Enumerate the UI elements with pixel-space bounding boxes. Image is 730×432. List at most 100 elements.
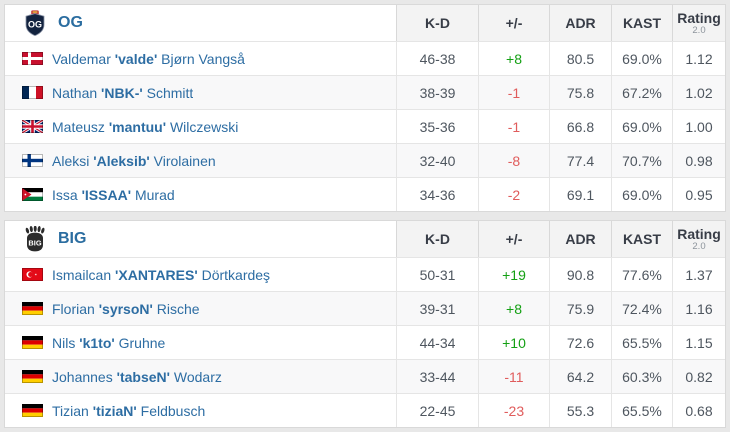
player-adr-value: 80.5 (549, 42, 611, 75)
player-kast-value: 60.3% (611, 360, 672, 393)
big-team-logo-icon: BIG (22, 226, 48, 252)
team-header-cell: BIG BIG (5, 221, 396, 257)
player-nickname: Aleksib (93, 153, 150, 169)
player-first-name: Mateusz (52, 118, 105, 135)
column-header-plusminus: +/- (478, 5, 549, 41)
player-first-name: Nils (52, 334, 76, 351)
player-plusminus-value: +8 (478, 42, 549, 75)
player-first-name: Nathan (52, 84, 98, 101)
germany-flag-icon (22, 370, 43, 383)
player-first-name: Ismailcan (52, 266, 112, 283)
player-adr-value: 75.9 (549, 292, 611, 325)
column-header-kd: K-D (396, 5, 478, 41)
united-kingdom-flag-icon (22, 120, 43, 133)
france-flag-icon (22, 86, 43, 99)
team-header-row: BIG BIG K-D +/- ADR KAST Rating 2.0 (5, 221, 725, 257)
player-first-name: Valdemar (52, 50, 111, 67)
player-adr-value: 90.8 (549, 258, 611, 291)
team-header-cell: OG OG (5, 5, 396, 41)
player-kast-value: 67.2% (611, 76, 672, 109)
player-first-name: Johannes (52, 368, 113, 385)
player-kast-value: 69.0% (611, 110, 672, 143)
player-kast-value: 72.4% (611, 292, 672, 325)
player-kd-value: 33-44 (396, 360, 478, 393)
player-name-link[interactable]: Nathan NBK- Schmitt (52, 85, 193, 101)
team-stats-table: BIG BIG K-D +/- ADR KAST Rating 2.0 Isma… (4, 220, 726, 428)
player-plusminus-value: -23 (478, 394, 549, 427)
player-name-link[interactable]: Florian syrsoN Rische (52, 301, 200, 317)
player-first-name: Tizian (52, 402, 89, 419)
player-nickname: ISSAA (82, 187, 131, 203)
player-rating-value: 0.68 (672, 394, 725, 427)
player-kd-value: 22-45 (396, 394, 478, 427)
player-cell: Nils k1to Gruhne (5, 326, 396, 359)
player-first-name: Issa (52, 186, 78, 203)
player-cell: Aleksi Aleksib Virolainen (5, 144, 396, 177)
player-last-name: Wilczewski (169, 118, 239, 135)
rating-version-label: 2.0 (692, 24, 706, 36)
player-plusminus-value: +19 (478, 258, 549, 291)
team-header-row: OG OG K-D +/- ADR KAST Rating 2.0 (5, 5, 725, 41)
player-kast-value: 69.0% (611, 42, 672, 75)
player-plusminus-value: -11 (478, 360, 549, 393)
player-name-link[interactable]: Johannes tabseN Wodarz (52, 369, 222, 385)
player-adr-value: 69.1 (549, 178, 611, 211)
player-nickname: valde (115, 51, 158, 67)
player-last-name: Rische (156, 300, 200, 317)
player-cell: Mateusz mantuu Wilczewski (5, 110, 396, 143)
column-header-kast: KAST (611, 221, 672, 257)
player-rating-value: 1.02 (672, 76, 725, 109)
player-rating-value: 1.16 (672, 292, 725, 325)
player-name-link[interactable]: Aleksi Aleksib Virolainen (52, 153, 216, 169)
player-plusminus-value: -1 (478, 110, 549, 143)
player-nickname: k1to (79, 335, 114, 351)
svg-text:BIG: BIG (28, 238, 41, 247)
player-kd-value: 46-38 (396, 42, 478, 75)
player-row: Mateusz mantuu Wilczewski 35-36 -1 66.8 … (5, 109, 725, 143)
og-team-logo-icon: OG (22, 10, 48, 36)
player-nickname: NBK- (101, 85, 143, 101)
player-kast-value: 69.0% (611, 178, 672, 211)
player-plusminus-value: -8 (478, 144, 549, 177)
player-row: Florian syrsoN Rische 39-31 +8 75.9 72.4… (5, 291, 725, 325)
player-last-name: Bjørn Vangså (161, 50, 245, 67)
player-last-name: Virolainen (153, 152, 216, 169)
player-name-link[interactable]: Issa ISSAA Murad (52, 187, 175, 203)
player-adr-value: 66.8 (549, 110, 611, 143)
player-cell: Florian syrsoN Rische (5, 292, 396, 325)
team-player-rows: Ismailcan XANTARES Dörtkardeş 50-31 +19 … (5, 257, 725, 427)
team-stats-table: OG OG K-D +/- ADR KAST Rating 2.0 Valdem… (4, 4, 726, 212)
player-row: Johannes tabseN Wodarz 33-44 -11 64.2 60… (5, 359, 725, 393)
player-kd-value: 50-31 (396, 258, 478, 291)
player-adr-value: 64.2 (549, 360, 611, 393)
player-name-link[interactable]: Mateusz mantuu Wilczewski (52, 119, 238, 135)
player-nickname: mantuu (109, 119, 166, 135)
player-kd-value: 32-40 (396, 144, 478, 177)
team-name-link[interactable]: BIG (58, 230, 87, 247)
team-name-link[interactable]: OG (58, 14, 83, 31)
player-cell: Tizian tiziaN Feldbusch (5, 394, 396, 427)
player-rating-value: 1.00 (672, 110, 725, 143)
player-kast-value: 65.5% (611, 394, 672, 427)
player-last-name: Wodarz (173, 368, 222, 385)
rating-label: Rating (677, 9, 721, 26)
player-cell: Issa ISSAA Murad (5, 178, 396, 211)
germany-flag-icon (22, 302, 43, 315)
svg-text:OG: OG (28, 20, 42, 30)
player-name-link[interactable]: Valdemar valde Bjørn Vangså (52, 51, 245, 67)
player-plusminus-value: +8 (478, 292, 549, 325)
player-nickname: tabseN (117, 369, 170, 385)
player-nickname: syrsoN (99, 301, 153, 317)
player-row: Nils k1to Gruhne 44-34 +10 72.6 65.5% 1.… (5, 325, 725, 359)
player-name-link[interactable]: Ismailcan XANTARES Dörtkardeş (52, 267, 270, 283)
player-last-name: Feldbusch (140, 402, 206, 419)
player-name-link[interactable]: Tizian tiziaN Feldbusch (52, 403, 205, 419)
player-kd-value: 44-34 (396, 326, 478, 359)
rating-label: Rating (677, 225, 721, 242)
player-first-name: Florian (52, 300, 95, 317)
player-rating-value: 1.12 (672, 42, 725, 75)
player-name-link[interactable]: Nils k1to Gruhne (52, 335, 165, 351)
finland-flag-icon (22, 154, 43, 167)
player-plusminus-value: -1 (478, 76, 549, 109)
